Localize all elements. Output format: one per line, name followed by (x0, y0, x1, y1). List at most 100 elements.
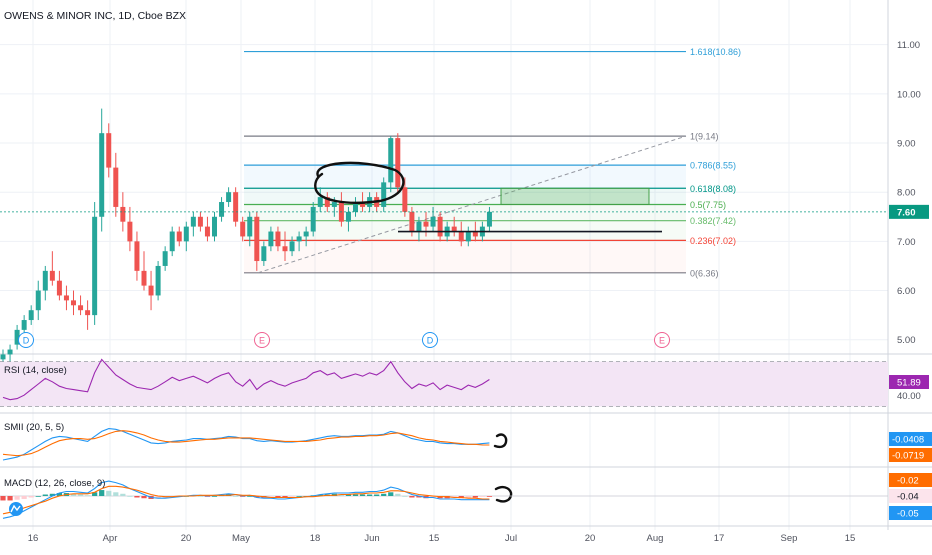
macd-histogram-bar (352, 494, 359, 496)
macd-histogram-bar (77, 494, 84, 496)
candle-body (423, 221, 429, 227)
macd-histogram-bar (155, 496, 161, 499)
candle-body (162, 251, 168, 266)
macd-histogram-bar (42, 494, 48, 496)
smii-signal-line (2, 430, 490, 457)
candle-body (416, 221, 422, 232)
macd-histogram-bar (211, 496, 218, 497)
candle-body (465, 231, 471, 242)
macd-histogram-bar (254, 496, 260, 498)
smii-value-label: -0.0408 (892, 435, 924, 446)
time-axis[interactable]: 16 Apr 20 May 18 Jun 15 Jul 20 Aug 17 Sep 15 (28, 533, 856, 544)
hand-drawn-hook-smii (493, 433, 508, 449)
macd-histogram-bar (85, 495, 91, 497)
event-marker-label: D (23, 336, 30, 346)
macd-histogram-bar (0, 496, 6, 501)
price-tick-label: 10.00 (897, 89, 921, 100)
macd-histogram-bar (247, 496, 253, 497)
candle-body (176, 231, 182, 242)
hand-drawn-hook-macd (494, 485, 513, 503)
macd-histogram-bar (197, 496, 203, 497)
candle-body (451, 226, 457, 232)
user-drawings[interactable] (314, 161, 662, 503)
candle-body (233, 192, 239, 222)
macd-histogram-bar (317, 494, 323, 496)
fib-band (244, 188, 686, 205)
candle-body (120, 206, 126, 222)
fib-retracement[interactable]: 1.618(10.86) 1(9.14) 0.786(8.55) 0.618(8.08… (244, 47, 741, 278)
rsi-pane[interactable]: RSI (14, close) (0, 358, 888, 407)
candle-body (204, 226, 210, 237)
macd-histogram-bar (374, 494, 380, 496)
smii-signal-label: -0.0719 (892, 451, 924, 462)
fib-band (244, 220, 686, 241)
macd-signal-label: -0.02 (897, 476, 919, 487)
macd-value-badge (889, 506, 932, 520)
macd-histogram-bar (430, 496, 436, 498)
macd-histogram-bar (35, 496, 41, 497)
candle-body (331, 202, 337, 207)
macd-title: MACD (12, 26, close, 9) (4, 478, 105, 489)
price-tick-label: 9.00 (897, 139, 916, 150)
tradingview-logo-mark (10, 504, 21, 513)
fib-level-label: 0.236(7.02) (690, 236, 736, 246)
candles[interactable] (0, 108, 492, 365)
macd-pane[interactable]: MACD (12, 26, close, 9) (0, 478, 888, 519)
candle-body (353, 202, 358, 212)
macd-histogram-bar (465, 496, 471, 498)
time-tick-label: 15 (845, 533, 856, 544)
candle-body (437, 216, 443, 237)
last-price-label: 7.60 (897, 207, 916, 218)
candle-body (183, 226, 189, 242)
candle-body (247, 216, 253, 237)
smii-pane[interactable]: SMII (20, 5, 5) (2, 422, 490, 461)
fib-band (244, 240, 686, 273)
macd-histogram-bar (134, 496, 140, 498)
macd-histogram-bar (49, 493, 55, 496)
candle-body (56, 280, 62, 296)
macd-histogram-bar (7, 496, 13, 501)
candle-body (409, 211, 415, 232)
candle-body (28, 310, 34, 321)
price-tick-label: 6.00 (897, 286, 916, 297)
candle-body (155, 265, 161, 296)
macd-value-label: -0.05 (897, 509, 919, 520)
time-tick-label: 20 (585, 533, 596, 544)
macd-histogram-bar (106, 490, 112, 496)
candle-body (141, 270, 147, 286)
smii-signal-badge (889, 448, 932, 462)
macd-signal-line (2, 485, 490, 515)
macd-histogram-bar (486, 496, 493, 497)
macd-histogram-bar (127, 496, 133, 497)
rsi-value-label: 51.89 (897, 378, 921, 389)
time-tick-label: May (232, 533, 250, 544)
price-tick-label: 5.00 (897, 335, 916, 346)
last-price-badge (889, 204, 929, 219)
candle-body (35, 290, 41, 311)
event-marker-label: D (427, 336, 434, 346)
macd-histogram-bar (296, 496, 302, 497)
candle-body (169, 231, 175, 252)
candle-body (219, 202, 225, 217)
candle-body (134, 241, 140, 271)
chart-title: OWENS & MINOR INC, 1D, Cboe BZX (4, 10, 186, 22)
candle-body (106, 133, 112, 168)
event-marker-label: E (259, 336, 265, 346)
macd-histogram-bar (402, 496, 408, 497)
price-tick-label: 7.00 (897, 237, 916, 248)
candle-body (63, 295, 69, 301)
rsi-band (0, 361, 888, 407)
macd-histogram-bar (120, 493, 126, 496)
candle-body (381, 182, 387, 207)
price-axis[interactable]: 11.00 10.00 9.00 8.00 7.00 6.00 5.00 7.60 51.89 4… (0, 40, 932, 520)
candle-body (402, 187, 408, 212)
fib-level-label: 0(6.36) (690, 268, 719, 278)
macd-histogram-bar (99, 490, 105, 496)
candle-body (430, 216, 436, 227)
candle-body (296, 236, 302, 242)
time-tick-label: 20 (181, 533, 192, 544)
fib-trend-line (257, 135, 687, 274)
